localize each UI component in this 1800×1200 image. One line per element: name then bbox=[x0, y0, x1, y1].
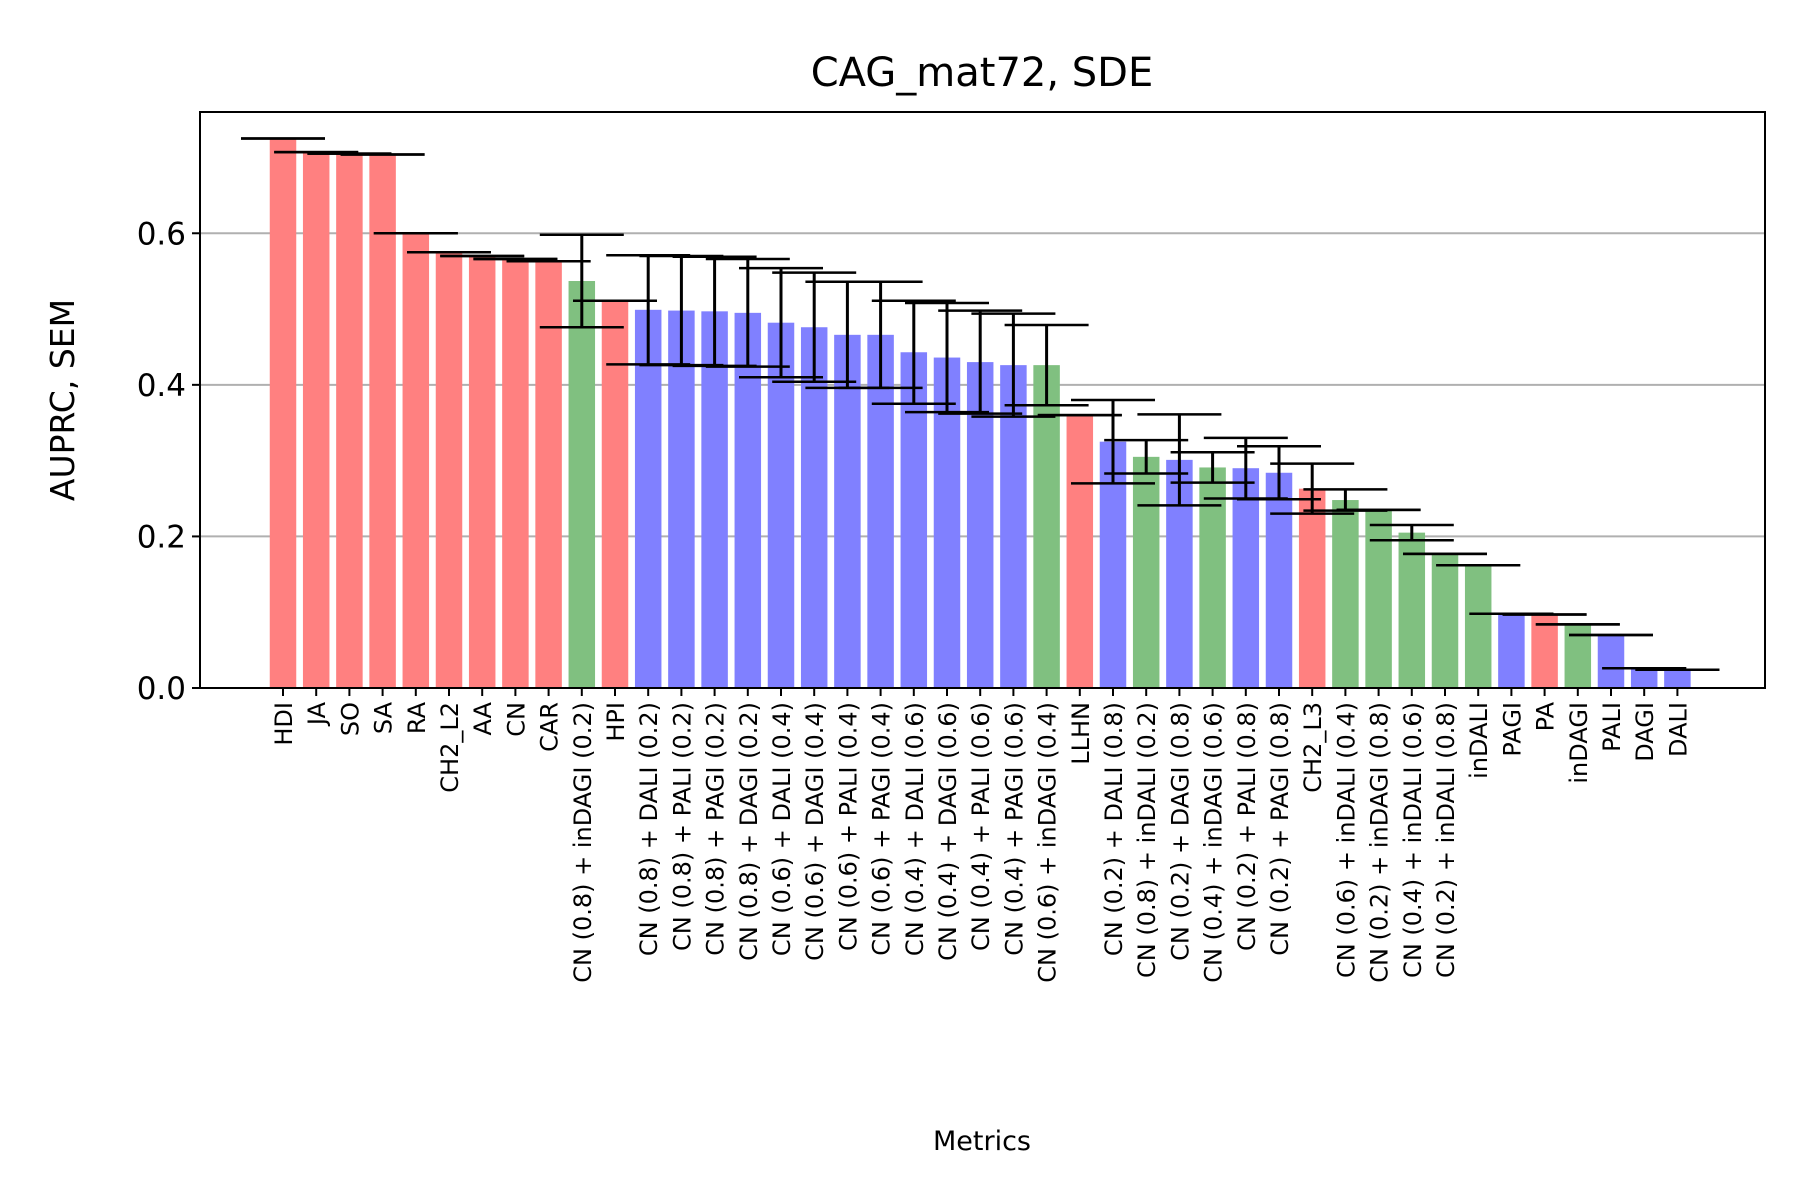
x-tick-label: CN (0.4) + DAGI (0.6) bbox=[934, 702, 962, 961]
x-tick-label: DAGI bbox=[1631, 702, 1659, 762]
bar bbox=[1033, 365, 1060, 688]
x-tick-label: CN (0.8) + PAGI (0.2) bbox=[702, 702, 730, 956]
x-tick-label: LLHN bbox=[1067, 702, 1095, 765]
x-tick-label: inDALI bbox=[1465, 702, 1493, 779]
x-tick-label: CN (0.4) + inDAGI (0.6) bbox=[1200, 702, 1228, 983]
bar bbox=[369, 154, 396, 688]
bar bbox=[601, 300, 629, 688]
bar bbox=[1232, 468, 1260, 688]
x-tick-label: DALI bbox=[1664, 702, 1692, 757]
bar bbox=[1132, 456, 1160, 688]
bar bbox=[1000, 365, 1027, 688]
bar bbox=[701, 311, 728, 688]
y-tick-label: 0.4 bbox=[137, 368, 186, 404]
bar bbox=[1431, 553, 1459, 688]
bar bbox=[767, 322, 795, 688]
x-tick-label: CH2_L2 bbox=[436, 702, 464, 793]
x-tick-label: CN bbox=[502, 702, 530, 737]
x-tick-label: CN (0.2) + DAGI (0.8) bbox=[1166, 702, 1194, 961]
y-axis: 0.0 0.2 0.4 0.6 bbox=[137, 216, 200, 707]
bar bbox=[1664, 669, 1691, 688]
bar bbox=[1365, 509, 1392, 688]
x-tick-label: SA bbox=[370, 701, 398, 734]
x-tick-label: CN (0.6) + DALI (0.4) bbox=[768, 702, 796, 956]
x-tick-label: RA bbox=[403, 701, 431, 734]
x-axis-label: Metrics bbox=[933, 1126, 1031, 1157]
bar bbox=[1597, 634, 1625, 688]
bar bbox=[1398, 532, 1426, 688]
y-tick-label: 0.0 bbox=[137, 671, 186, 707]
x-tick-label: CN (0.4) + inDALI (0.6) bbox=[1399, 702, 1427, 978]
bar bbox=[1199, 467, 1226, 688]
x-tick-label: CN (0.6) + PALI (0.4) bbox=[834, 702, 862, 951]
x-tick-label: PA bbox=[1532, 701, 1560, 731]
bar bbox=[1498, 613, 1525, 688]
x-tick-label: JA bbox=[303, 701, 331, 727]
chart-title: CAG_mat72, SDE bbox=[811, 50, 1154, 96]
x-tick-label: CN (0.8) + DALI (0.2) bbox=[635, 702, 663, 956]
x-tick-label: CN (0.2) + PAGI (0.8) bbox=[1266, 702, 1294, 956]
x-tick-label: CAR bbox=[536, 702, 564, 752]
bar bbox=[867, 334, 894, 688]
x-tick-label: CN (0.6) + DAGI (0.4) bbox=[801, 702, 829, 961]
bar bbox=[634, 309, 662, 688]
bar bbox=[1531, 614, 1558, 688]
bar bbox=[1066, 415, 1094, 688]
x-tick-label: HDI bbox=[270, 702, 298, 746]
x-tick-label: CN (0.6) + inDALI (0.4) bbox=[1332, 702, 1360, 978]
x-tick-label: CN (0.2) + PALI (0.8) bbox=[1233, 702, 1261, 951]
x-tick-label: CN (0.4) + PAGI (0.6) bbox=[1000, 702, 1028, 956]
bar bbox=[568, 281, 596, 688]
bar bbox=[1332, 500, 1359, 688]
x-tick-label: CN (0.8) + inDAGI (0.2) bbox=[569, 702, 597, 983]
bars bbox=[269, 138, 1691, 689]
bar bbox=[734, 312, 762, 688]
bar bbox=[336, 153, 363, 688]
bar bbox=[535, 261, 562, 688]
x-tick-label: SO bbox=[336, 702, 364, 736]
bar bbox=[900, 352, 928, 688]
x-tick-label: CN (0.2) + DALI (0.8) bbox=[1100, 702, 1128, 956]
x-tick-label: CN (0.8) + PALI (0.2) bbox=[668, 702, 696, 951]
x-tick-label: CN (0.4) + PALI (0.6) bbox=[967, 702, 995, 951]
bar bbox=[1298, 488, 1326, 688]
x-tick-label: AA bbox=[469, 701, 497, 735]
bar bbox=[1630, 668, 1658, 688]
x-tick-label: CN (0.8) + inDALI (0.2) bbox=[1133, 702, 1161, 978]
y-axis-label: AUPRC, SEM bbox=[43, 299, 82, 501]
x-tick-label: PALI bbox=[1598, 702, 1626, 752]
bar bbox=[1464, 565, 1492, 688]
x-tick-label: CN (0.8) + DAGI (0.2) bbox=[735, 702, 763, 961]
bar bbox=[834, 334, 861, 688]
bar bbox=[468, 256, 496, 688]
bar bbox=[302, 152, 330, 688]
x-tick-label: CN (0.2) + inDALI (0.8) bbox=[1432, 702, 1460, 978]
bar bbox=[269, 138, 297, 689]
x-tick-label: PAGI bbox=[1498, 702, 1526, 757]
x-tick-label: CN (0.2) + inDAGI (0.8) bbox=[1366, 702, 1394, 983]
y-tick-label: 0.6 bbox=[137, 216, 186, 252]
bar bbox=[1265, 472, 1293, 688]
x-tick-label: CN (0.6) + inDAGI (0.4) bbox=[1034, 702, 1062, 983]
bar bbox=[502, 259, 529, 688]
x-tick-label: CH2_L3 bbox=[1299, 702, 1327, 793]
error-bars bbox=[241, 137, 1720, 672]
x-tick-label: HPI bbox=[602, 702, 630, 742]
bar bbox=[402, 233, 430, 688]
bar bbox=[668, 310, 695, 688]
y-tick-label: 0.2 bbox=[137, 519, 186, 555]
x-tick-label: CN (0.6) + PAGI (0.4) bbox=[868, 702, 896, 956]
plot-frame bbox=[199, 111, 1766, 689]
x-axis: HDI JA SO SA RA CH2_L2 AA CN CAR CN (0.8) + inDAG… bbox=[270, 688, 1692, 983]
bar bbox=[435, 252, 463, 689]
x-tick-label: inDAGI bbox=[1565, 702, 1593, 784]
x-tick-label: CN (0.4) + DALI (0.6) bbox=[901, 702, 929, 956]
